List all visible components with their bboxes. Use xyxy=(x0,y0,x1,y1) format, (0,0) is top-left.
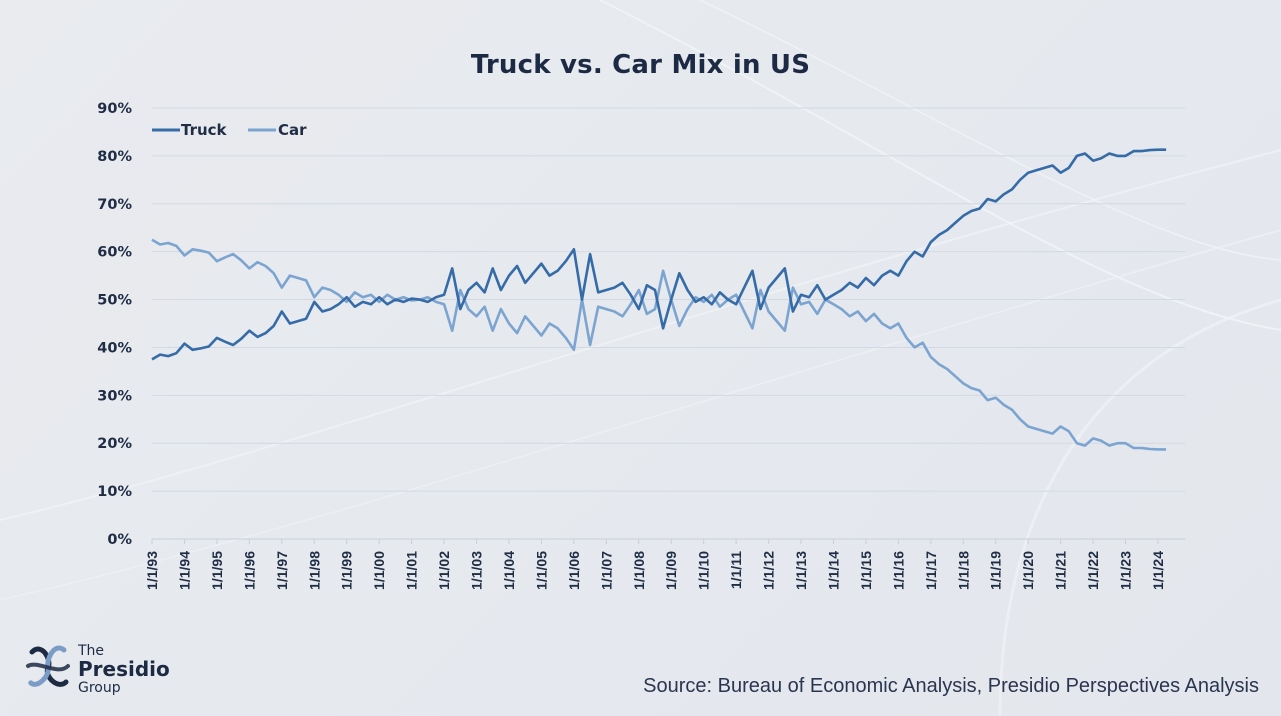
y-tick-label: 30% xyxy=(97,388,132,404)
x-tick-label: 1/1/00 xyxy=(371,551,387,590)
x-tick-label: 1/1/22 xyxy=(1085,551,1101,590)
series-lines xyxy=(151,148,1167,451)
x-tick-label: 1/1/20 xyxy=(1020,551,1036,590)
presidio-knot-icon xyxy=(26,645,70,687)
y-tick-label: 90% xyxy=(97,101,132,117)
x-tick-label: 1/1/02 xyxy=(436,551,452,590)
presidio-logo: The Presidio Group xyxy=(22,640,192,700)
x-tick-label: 1/1/04 xyxy=(501,551,517,590)
x-tick-label: 1/1/15 xyxy=(858,551,874,590)
x-tick-label: 1/1/01 xyxy=(404,551,420,590)
x-tick-label: 1/1/12 xyxy=(761,551,777,590)
x-tick-label: 1/1/97 xyxy=(274,551,290,590)
y-tick-label: 60% xyxy=(97,245,132,261)
y-tick-label: 80% xyxy=(97,149,132,165)
x-tick-label: 1/1/07 xyxy=(598,551,614,590)
source-note: Source: Bureau of Economic Analysis, Pre… xyxy=(643,675,1259,697)
x-axis: 1/1/93 1/1/94 1/1/95 1/1/96 1/1/97 1/1/98 1/1/… xyxy=(144,538,1185,590)
x-tick-label: 1/1/24 xyxy=(1150,551,1166,590)
x-tick-label: 1/1/94 xyxy=(176,551,192,590)
y-tick-label: 10% xyxy=(97,484,132,500)
x-tick-label: 1/1/23 xyxy=(1118,551,1134,590)
chart-title: Truck vs. Car Mix in US xyxy=(470,50,811,80)
x-tick-label: 1/1/16 xyxy=(890,551,906,590)
x-tick-label: 1/1/08 xyxy=(631,551,647,590)
logo-text-presidio: Presidio xyxy=(78,657,170,681)
x-tick-label: 1/1/18 xyxy=(955,551,971,590)
x-tick-label: 1/1/06 xyxy=(566,551,582,590)
x-tick-label: 1/1/21 xyxy=(1053,551,1069,590)
legend: Truck Car xyxy=(152,121,307,139)
x-tick-label: 1/1/93 xyxy=(144,551,160,590)
x-tick-label: 1/1/98 xyxy=(306,551,322,590)
legend-truck-label: Truck xyxy=(181,121,228,139)
x-tick-label: 1/1/99 xyxy=(339,551,355,590)
x-tick-label: 1/1/03 xyxy=(469,551,485,590)
x-tick-label: 1/1/14 xyxy=(825,551,841,590)
y-tick-label: 40% xyxy=(97,340,132,356)
y-tick-label: 0% xyxy=(107,532,132,548)
series-line-car xyxy=(151,238,1167,451)
logo-text-group: Group xyxy=(78,680,121,696)
y-axis-ticks: 0% 10% 20% 30% 40% 50% 60% 70% 80% 90% xyxy=(97,101,132,548)
x-tick-label: 1/1/19 xyxy=(988,551,1004,590)
y-tick-label: 50% xyxy=(97,293,132,309)
series-line-truck xyxy=(151,148,1167,361)
x-tick-label: 1/1/09 xyxy=(663,551,679,590)
x-tick-label: 1/1/10 xyxy=(696,551,712,590)
x-tick-label: 1/1/11 xyxy=(728,551,744,589)
y-tick-label: 70% xyxy=(97,197,132,213)
x-tick-label: 1/1/13 xyxy=(793,551,809,590)
x-tick-label: 1/1/05 xyxy=(533,551,549,590)
x-tick-label: 1/1/95 xyxy=(209,551,225,590)
legend-car-label: Car xyxy=(278,121,307,139)
x-tick-label: 1/1/96 xyxy=(241,551,257,590)
x-tick-label: 1/1/17 xyxy=(923,551,939,590)
y-tick-label: 20% xyxy=(97,436,132,452)
logo-text-the: The xyxy=(78,643,105,659)
gridlines xyxy=(152,107,1185,492)
